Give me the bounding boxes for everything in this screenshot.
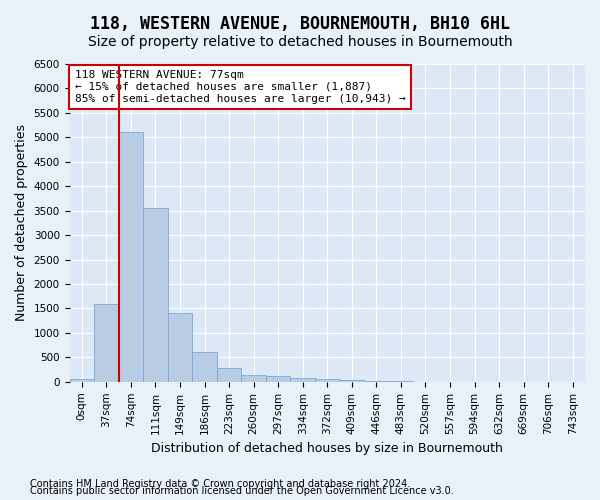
Bar xyxy=(192,352,217,382)
Bar xyxy=(315,380,340,382)
Text: Size of property relative to detached houses in Bournemouth: Size of property relative to detached ho… xyxy=(88,35,512,49)
Bar xyxy=(143,208,168,382)
Text: 118, WESTERN AVENUE, BOURNEMOUTH, BH10 6HL: 118, WESTERN AVENUE, BOURNEMOUTH, BH10 6… xyxy=(90,15,510,33)
Bar xyxy=(241,375,266,382)
Bar xyxy=(266,376,290,382)
Bar xyxy=(168,314,192,382)
Bar xyxy=(94,304,119,382)
Text: Contains HM Land Registry data © Crown copyright and database right 2024.: Contains HM Land Registry data © Crown c… xyxy=(30,479,410,489)
Text: Contains public sector information licensed under the Open Government Licence v3: Contains public sector information licen… xyxy=(30,486,454,496)
X-axis label: Distribution of detached houses by size in Bournemouth: Distribution of detached houses by size … xyxy=(151,442,503,455)
Text: 118 WESTERN AVENUE: 77sqm
← 15% of detached houses are smaller (1,887)
85% of se: 118 WESTERN AVENUE: 77sqm ← 15% of detac… xyxy=(74,70,406,104)
Bar xyxy=(217,368,241,382)
Bar xyxy=(340,380,364,382)
Bar xyxy=(70,380,94,382)
Bar xyxy=(119,132,143,382)
Y-axis label: Number of detached properties: Number of detached properties xyxy=(15,124,28,322)
Bar xyxy=(364,381,389,382)
Bar xyxy=(290,378,315,382)
